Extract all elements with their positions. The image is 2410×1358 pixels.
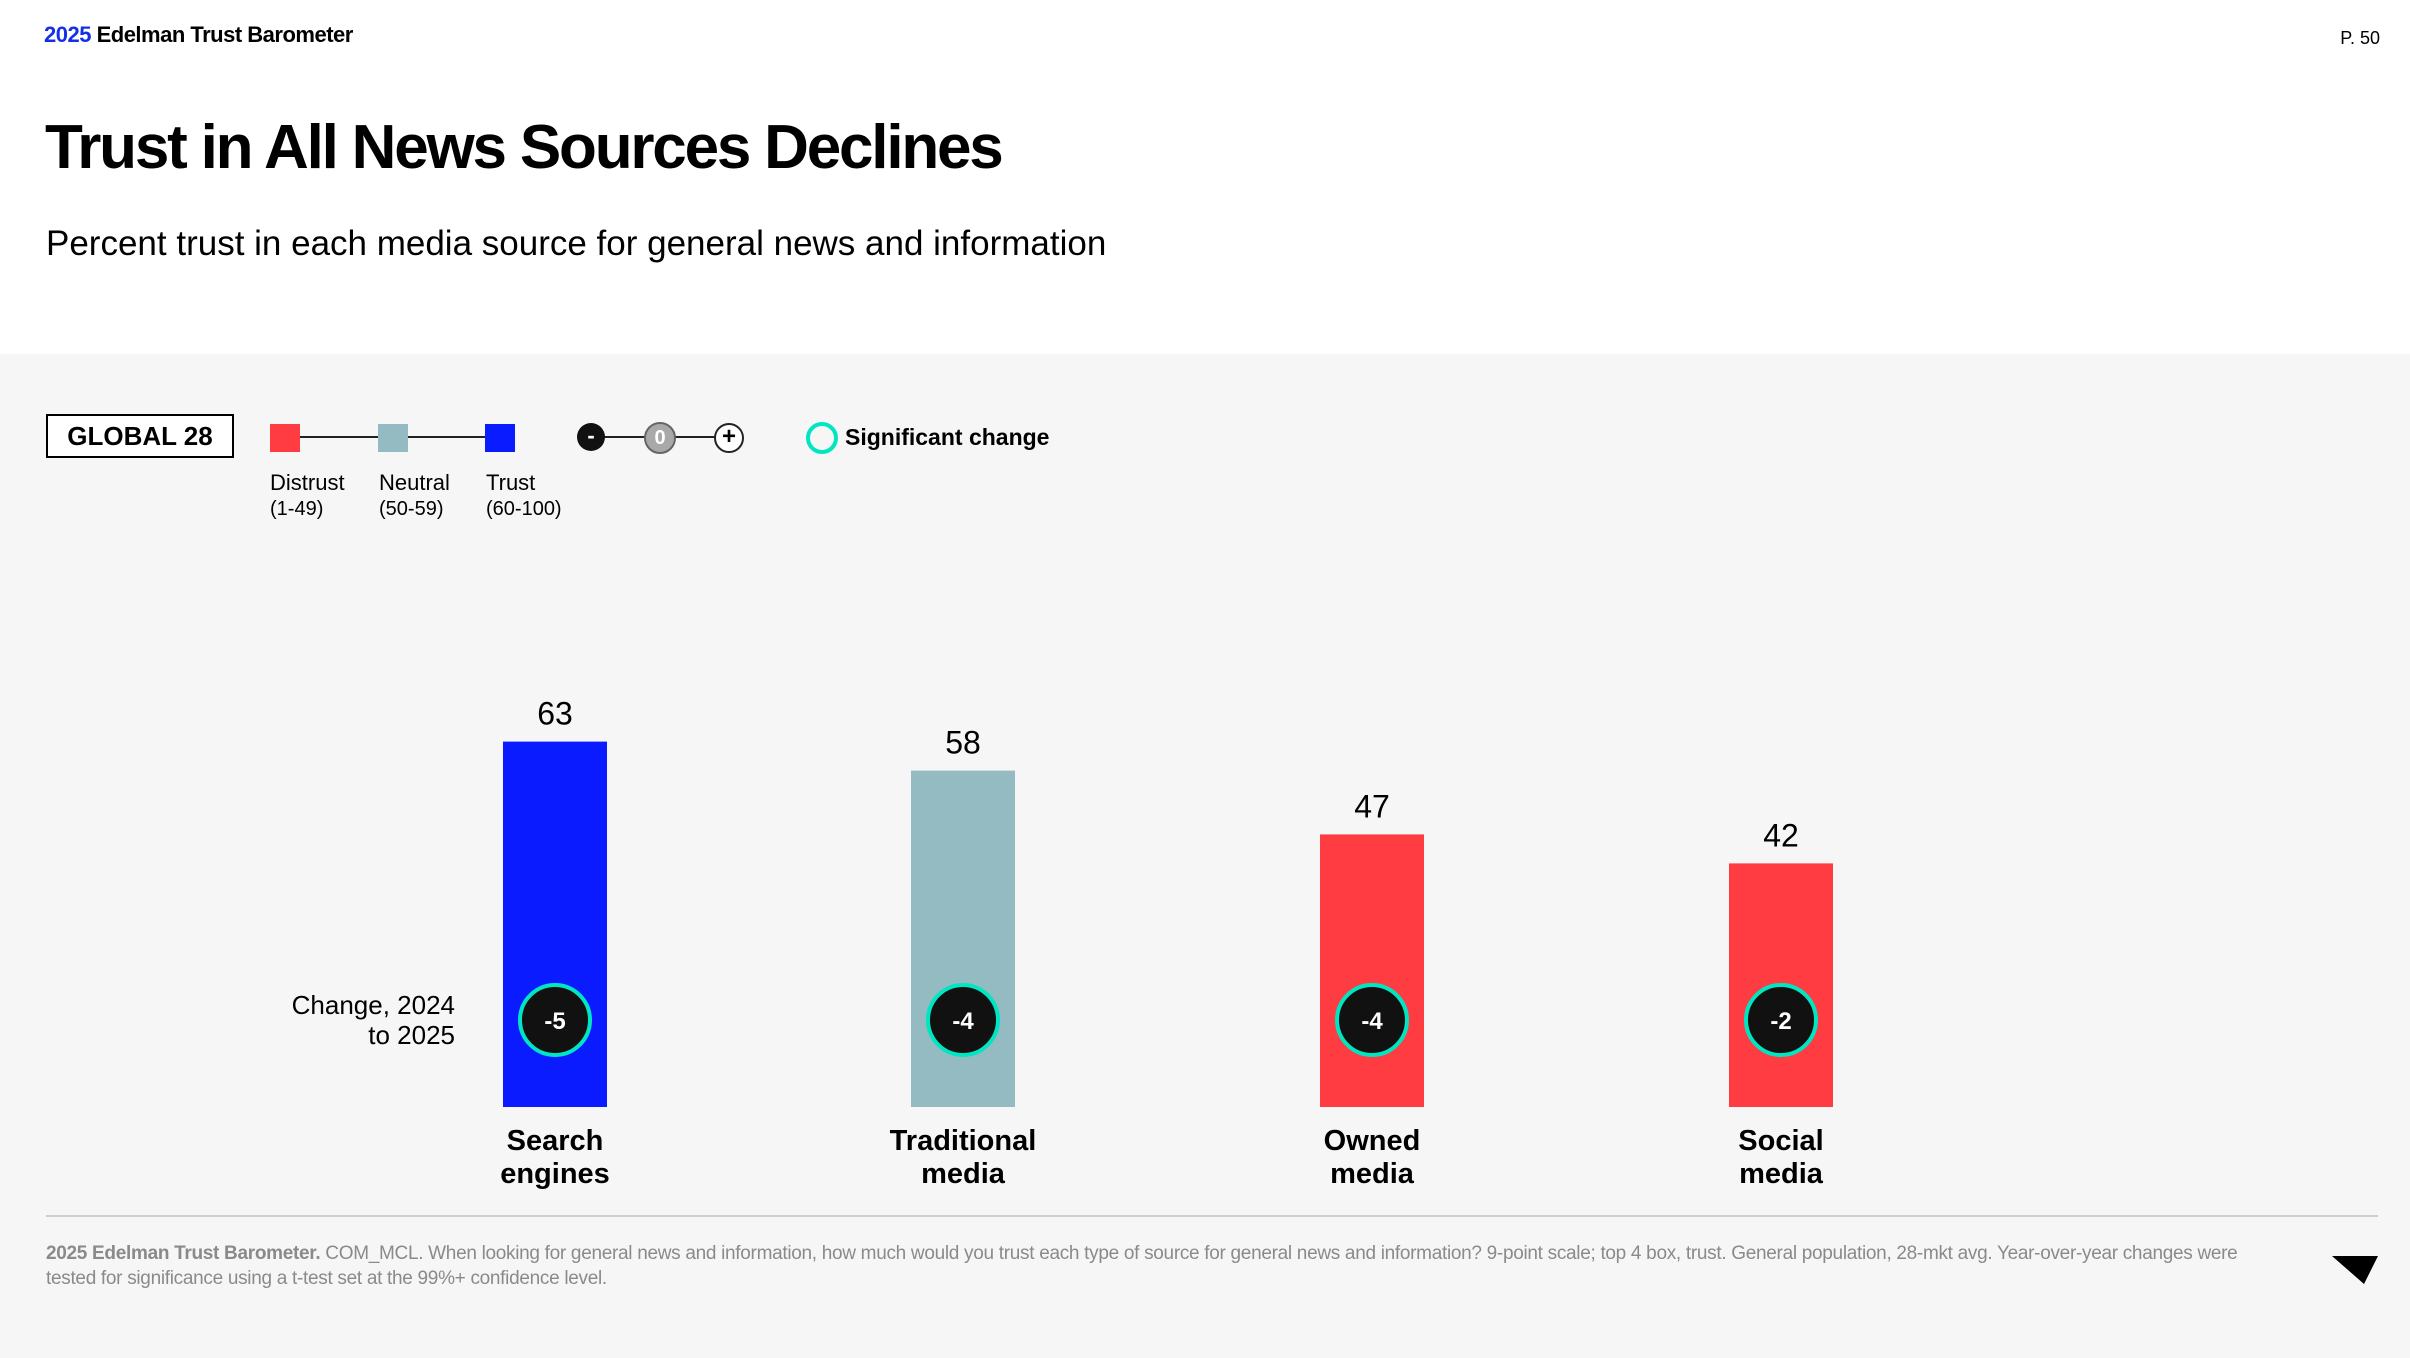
next-arrow-icon[interactable] [2330, 1236, 2380, 1286]
value-label-search-engines: 63 [537, 696, 573, 732]
change-value-owned-media: -4 [1361, 1008, 1383, 1035]
brand-name: Edelman Trust Barometer [96, 22, 354, 47]
footer-divider [46, 1215, 2378, 1217]
legend-trust-range: (60-100) [486, 498, 562, 520]
page-number: P. 50 [2340, 28, 2380, 48]
legend-neutral-label: Neutral [379, 470, 450, 495]
brand-year: 2025 [44, 22, 91, 47]
legend-neutral-range: (50-59) [379, 498, 444, 520]
category-label-traditional-media-1: Traditional [890, 1125, 1037, 1157]
legend-trust-label: Trust [486, 470, 536, 495]
legend-neutral: Neutral (50-59) [379, 470, 450, 522]
value-label-social-media: 42 [1763, 817, 1799, 853]
plus-icon: + [714, 423, 744, 453]
change-badge-social-media [1744, 983, 1818, 1057]
change-value-search-engines: -5 [544, 1008, 565, 1035]
zero-icon: 0 [644, 422, 676, 454]
brand-logo: 2025 Edelman Trust Barometer [44, 22, 353, 48]
value-label-owned-media: 47 [1354, 788, 1390, 824]
bar-owned-media [1320, 834, 1424, 1107]
change-badge-search-engines [518, 983, 592, 1057]
chart-panel [0, 354, 2410, 1358]
category-label-owned-media-1: Owned [1324, 1125, 1421, 1157]
distrust-swatch [270, 424, 300, 452]
legend-distrust-range: (1-49) [270, 498, 324, 520]
significant-change-icon [806, 422, 838, 454]
significant-change-label: Significant change [845, 424, 1050, 450]
neutral-swatch [378, 424, 408, 452]
category-label-social-media-2: media [1739, 1158, 1824, 1190]
legend-trust: Trust (60-100) [486, 470, 562, 522]
legend-distrust-label: Distrust [270, 470, 345, 495]
category-label-social-media-1: Social [1738, 1125, 1823, 1157]
legend-distrust: Distrust (1-49) [270, 470, 345, 522]
scope-badge: GLOBAL 28 [46, 414, 234, 458]
page-title: Trust in All News Sources Declines [45, 113, 1004, 182]
change-value-traditional-media: -4 [952, 1008, 974, 1035]
change-axis-label: Change, 2024 to 2025 [291, 990, 455, 1050]
minus-icon: - [577, 423, 605, 451]
category-label-search-engines-2: engines [500, 1158, 610, 1190]
trust-swatch [485, 424, 515, 452]
change-badge-traditional-media [926, 983, 1000, 1057]
footnote-source: 2025 Edelman Trust Barometer. [46, 1243, 321, 1264]
page-subtitle: Percent trust in each media source for g… [46, 224, 1107, 263]
footnote: 2025 Edelman Trust Barometer. COM_MCL. W… [46, 1241, 2276, 1291]
category-label-search-engines-1: Search [507, 1125, 604, 1157]
value-label-traditional-media: 58 [945, 725, 981, 761]
footnote-text: COM_MCL. When looking for general news a… [46, 1243, 2238, 1289]
change-badge-owned-media [1335, 983, 1409, 1057]
category-label-traditional-media-2: media [921, 1158, 1006, 1190]
change-value-social-media: -2 [1770, 1008, 1791, 1035]
category-label-owned-media-2: media [1330, 1158, 1415, 1190]
